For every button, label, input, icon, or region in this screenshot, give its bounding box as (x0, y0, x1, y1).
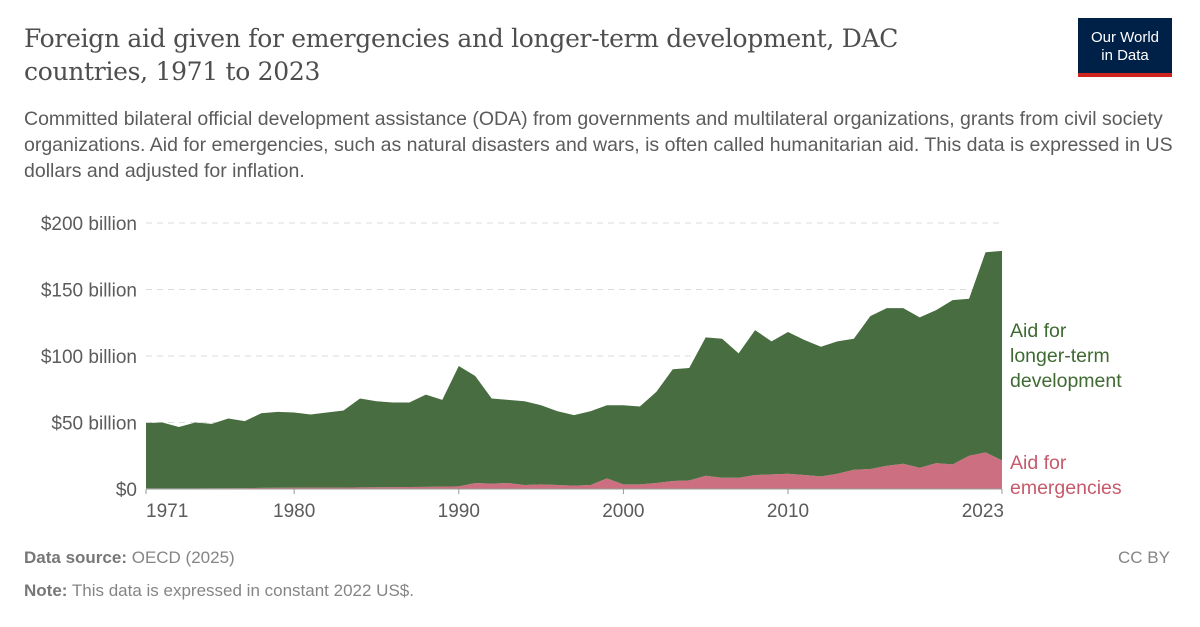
series-label: emergencies (1010, 477, 1122, 499)
source-label: Data source: (24, 548, 127, 567)
chart-title: Foreign aid given for emergencies and lo… (24, 24, 899, 86)
area-series-emergencies[interactable] (146, 452, 1002, 489)
y-tick-label: $100 billion (41, 347, 137, 368)
logo-accent-bar (1078, 73, 1172, 77)
note-text: This data is expressed in constant 2022 … (71, 581, 414, 600)
logo-text-line1: Our World (1090, 29, 1160, 46)
license[interactable]: CC BY (1118, 548, 1170, 567)
owid-logo[interactable]: Our World in Data (1078, 18, 1172, 77)
x-tick-label: 1990 (438, 501, 480, 522)
series-label: development (1010, 370, 1122, 392)
area-series-longer-term-development[interactable] (146, 250, 1002, 489)
chart-subtitle: Committed bilateral official development… (24, 108, 1173, 182)
series-label: longer-term (1010, 345, 1110, 367)
x-tick-label: 2010 (767, 501, 809, 522)
note-label: Note: (24, 581, 68, 600)
y-tick-label: $50 billion (51, 414, 137, 435)
source-link[interactable]: OECD (2025) (131, 548, 235, 567)
x-tick-label: 1980 (273, 501, 315, 522)
x-tick-label: 2023 (962, 501, 1004, 522)
series-label: Aid for (1010, 452, 1067, 474)
chart-note: Note: This data is expressed in constant… (24, 581, 414, 601)
logo-text-line2: in Data (1101, 47, 1149, 64)
data-source: Data source: OECD (2025) (24, 548, 235, 568)
series-label: Aid for (1010, 320, 1067, 342)
y-tick-label: $0 (116, 480, 137, 501)
y-tick-label: $200 billion (41, 214, 137, 235)
x-tick-label: 1971 (146, 501, 188, 522)
y-tick-label: $150 billion (41, 281, 137, 302)
x-tick-label: 2000 (602, 501, 644, 522)
